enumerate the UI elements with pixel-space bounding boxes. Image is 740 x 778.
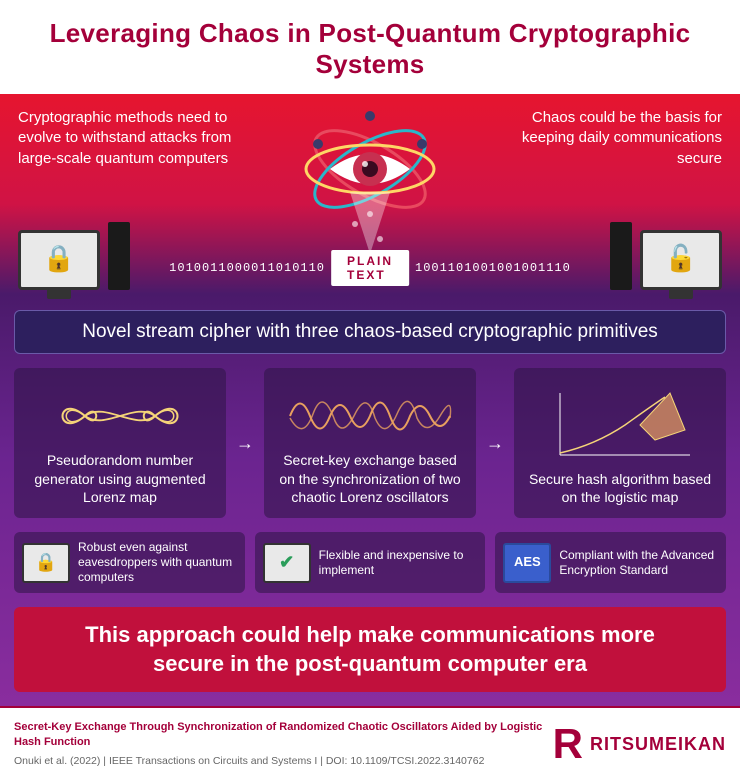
chaotic-wave-icon [274,380,466,451]
monitor-left: 🔒 [18,230,100,290]
pc-tower-left [108,222,130,290]
arrow-2: → [486,433,504,454]
middle-section: Novel stream cipher with three chaos-bas… [0,294,740,706]
bits-right: 1001101001001001110 [415,261,571,275]
footer: Secret-Key Exchange Through Synchronizat… [0,706,740,778]
features-row: 🔒 Robust even against eavesdroppers with… [14,532,726,593]
bit-stream-row: 1010011000011010110 PLAIN TEXT 100110100… [169,250,571,286]
hero-text-left: Cryptographic methods need to evolve to … [18,108,233,169]
card-hash-label: Secure hash algorithm based on the logis… [524,470,716,506]
paper-title: Secret-Key Exchange Through Synchronizat… [14,720,553,750]
bits-left: 1010011000011010110 [169,261,325,275]
feature-robust: 🔒 Robust even against eavesdroppers with… [14,532,245,593]
aes-icon: AES [503,543,551,583]
footer-citation: Secret-Key Exchange Through Synchronizat… [14,720,553,768]
eye-atom-graphic [280,104,460,254]
card-hash: Secure hash algorithm based on the logis… [514,368,726,518]
plaintext-label: PLAIN TEXT [331,250,409,286]
hero-text-right: Chaos could be the basis for keeping dai… [512,108,722,169]
arrow-1: → [236,433,254,454]
card-prng-label: Pseudorandom number generator using augm… [24,451,216,506]
brand-logo: R RITSUMEIKAN [553,723,726,765]
monitor-right: 🔓 [640,230,722,290]
page-title: Leveraging Chaos in Post-Quantum Cryptog… [20,18,720,80]
card-prng: Pseudorandom number generator using augm… [14,368,226,518]
feature-flexible-label: Flexible and inexpensive to implement [319,548,478,578]
header: Leveraging Chaos in Post-Quantum Cryptog… [0,0,740,94]
conclusion-banner: This approach could help make communicat… [14,607,726,692]
brand-letter: R [553,723,584,765]
citation-text: Onuki et al. (2022) | IEEE Transactions … [14,754,553,768]
logistic-map-icon [524,380,716,470]
feature-aes-label: Compliant with the Advanced Encryption S… [559,548,718,578]
feature-aes: AES Compliant with the Advanced Encrypti… [495,532,726,593]
checkmark-icon: ✔ [263,543,311,583]
lock-closed-icon: 🔒 [43,243,75,274]
card-sync-label: Secret-key exchange based on the synchro… [274,451,466,506]
feature-flexible: ✔ Flexible and inexpensive to implement [255,532,486,593]
hero-section: Cryptographic methods need to evolve to … [0,94,740,294]
shield-lock-icon: 🔒 [22,543,70,583]
card-sync: Secret-key exchange based on the synchro… [264,368,476,518]
primitive-cards-row: Pseudorandom number generator using augm… [14,368,726,518]
banner: Novel stream cipher with three chaos-bas… [14,310,726,354]
brand-name: RITSUMEIKAN [590,734,726,755]
feature-robust-label: Robust even against eavesdroppers with q… [78,540,237,585]
lorenz-attractor-icon [24,380,216,451]
pc-tower-right [610,222,632,290]
lock-open-icon: 🔓 [665,243,697,274]
